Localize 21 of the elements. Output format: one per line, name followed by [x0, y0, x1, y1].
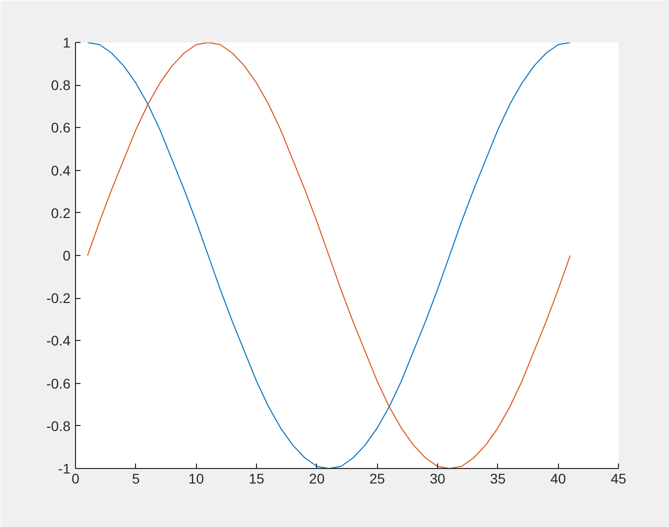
line-series — [87, 42, 571, 468]
y-tick-label: -0.8 — [46, 418, 71, 434]
x-tick-label: 20 — [309, 470, 325, 486]
y-tick-label: -1 — [58, 460, 71, 476]
x-tick-label: 10 — [188, 470, 204, 486]
y-tick-label: -0.2 — [46, 290, 71, 306]
x-tick-label: 45 — [610, 470, 626, 486]
y-tick-label: 1 — [62, 34, 71, 50]
y-tick-label: 0.8 — [51, 77, 71, 94]
y-tick-label: 0.6 — [51, 120, 71, 136]
y-tick-label: -0.4 — [46, 332, 71, 349]
x-tick-label: 40 — [550, 470, 566, 486]
x-tick-label: 5 — [132, 470, 140, 486]
x-tick-label: 30 — [430, 470, 446, 486]
x-tick-label: 15 — [248, 470, 264, 486]
x-tick-label: 35 — [490, 470, 506, 486]
y-tick-label: -0.6 — [46, 375, 71, 392]
y-tick-label: 0.4 — [51, 162, 71, 178]
y-tick-label: 0 — [62, 248, 71, 264]
y-tick-label: 0.2 — [51, 204, 71, 221]
x-tick-label: 25 — [369, 470, 386, 486]
